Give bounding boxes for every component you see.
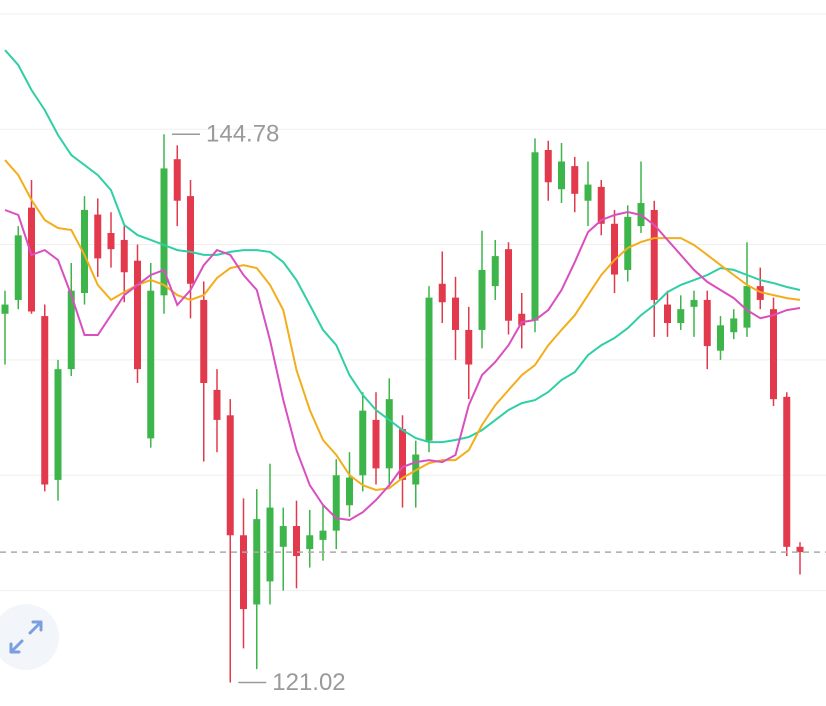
moving-average-line bbox=[4, 49, 801, 444]
candle-body bbox=[81, 209, 88, 294]
plot: 144.78 121.02 bbox=[0, 13, 826, 696]
candle-body bbox=[425, 297, 433, 441]
candle-body bbox=[571, 166, 579, 194]
extreme-label: 144.78 bbox=[206, 121, 279, 148]
candle-body bbox=[160, 168, 168, 296]
candle-body bbox=[14, 235, 22, 300]
candle-body bbox=[531, 152, 539, 321]
candle-body bbox=[332, 475, 340, 531]
candle-body bbox=[703, 299, 711, 347]
candle-body bbox=[253, 519, 261, 605]
candle-body bbox=[319, 530, 327, 540]
candle-body bbox=[266, 507, 274, 582]
moving-average-line bbox=[4, 209, 801, 522]
candle-body bbox=[518, 313, 526, 326]
candle-body bbox=[41, 316, 49, 485]
candle-body bbox=[67, 290, 75, 370]
candle-body bbox=[611, 223, 618, 275]
expand-icon[interactable] bbox=[9, 620, 43, 654]
candle-body bbox=[134, 260, 141, 370]
expand-button-bg[interactable] bbox=[0, 604, 59, 670]
candle-body bbox=[306, 535, 314, 550]
candle-body bbox=[54, 369, 62, 480]
candle-body bbox=[465, 329, 473, 365]
candle-body bbox=[438, 283, 446, 303]
candle-body bbox=[544, 149, 552, 183]
candle-body bbox=[213, 389, 221, 420]
candle-body bbox=[478, 269, 486, 330]
candle-body bbox=[346, 477, 353, 506]
candle-body bbox=[677, 309, 685, 324]
candle-body bbox=[28, 207, 35, 312]
candle-body bbox=[359, 410, 367, 476]
candle-body bbox=[240, 535, 247, 610]
candle-body bbox=[770, 309, 777, 400]
candle-body bbox=[743, 286, 751, 328]
candle-body bbox=[226, 415, 234, 536]
candle-body bbox=[491, 256, 499, 287]
candle-body bbox=[173, 159, 181, 201]
candle-body bbox=[505, 249, 512, 321]
candle-body bbox=[624, 216, 632, 270]
candle-body bbox=[796, 546, 804, 553]
candle-body bbox=[717, 325, 724, 351]
expand-button[interactable] bbox=[0, 604, 59, 670]
candle-body bbox=[385, 399, 393, 469]
candle-body bbox=[664, 304, 671, 324]
candle-body bbox=[650, 209, 658, 300]
candle-body bbox=[94, 214, 102, 259]
candle-body bbox=[597, 186, 605, 224]
candle-body bbox=[200, 299, 208, 383]
extreme-label: 121.02 bbox=[272, 669, 345, 696]
candle-body bbox=[730, 318, 738, 333]
candle-body bbox=[1, 304, 9, 314]
candle-body bbox=[107, 233, 115, 250]
candle-body bbox=[584, 184, 592, 201]
candle-body bbox=[120, 239, 128, 273]
candle-body bbox=[690, 299, 698, 307]
candle-body bbox=[783, 396, 791, 547]
candle-body bbox=[452, 297, 459, 330]
candle-body bbox=[372, 419, 380, 469]
candle-body bbox=[293, 526, 300, 557]
candle-body bbox=[279, 526, 287, 547]
candle-body bbox=[187, 196, 194, 284]
candle-body bbox=[558, 161, 565, 190]
candle-body bbox=[147, 290, 155, 439]
candle-body bbox=[399, 429, 406, 480]
